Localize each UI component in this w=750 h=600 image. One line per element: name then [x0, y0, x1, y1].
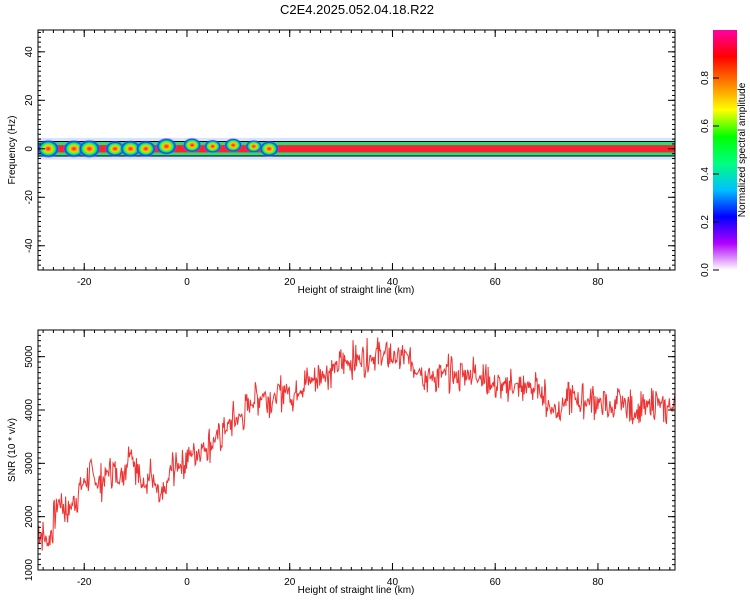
spectrogram-x-label: Height of straight line (km) [298, 285, 415, 296]
y-tick-label: -40 [24, 238, 35, 253]
y-tick-label: -20 [24, 190, 35, 205]
x-tick-label: 20 [284, 577, 296, 588]
spectral-hotspot [77, 139, 101, 159]
spectral-hotspot [119, 139, 142, 158]
y-tick-label: 2000 [24, 505, 35, 528]
colorbar-ramp [713, 30, 737, 270]
x-tick-label: -20 [77, 577, 92, 588]
x-tick-label: 80 [592, 577, 604, 588]
spectrogram-y-label: Frequency (Hz) [7, 116, 18, 185]
y-tick-label: 3000 [24, 452, 35, 475]
x-tick-label: 20 [284, 277, 296, 288]
snr-y-label: SNR (10 * v/v) [7, 418, 18, 482]
spectrogram-frame [37, 29, 676, 271]
spectral-hotspot [182, 137, 202, 153]
x-tick-label: -20 [77, 277, 92, 288]
snr-x-axis: -20 0 20 40 60 80 [42, 330, 671, 588]
x-tick-label: 80 [592, 277, 604, 288]
y-tick-label: 0 [24, 146, 35, 152]
colorbar-tick-label: 0.2 [700, 215, 711, 229]
snr-panel: -20 0 20 40 60 80 1000 2000 3000 4000 5000 Height… [7, 329, 676, 596]
spectral-hotspot [38, 139, 60, 159]
band-core [38, 145, 675, 153]
colorbar-tick-label: 0.0 [700, 263, 711, 277]
spectrogram-x-axis: -20 0 20 40 60 80 [42, 30, 671, 288]
x-tick-label: 60 [490, 277, 502, 288]
colorbar-tick-label: 0.8 [700, 71, 711, 85]
snr-y-axis: 1000 2000 3000 4000 5000 [24, 329, 675, 581]
x-tick-label: 40 [387, 277, 399, 288]
spectral-hotspot [203, 139, 222, 154]
spectral-hotspot [104, 140, 126, 157]
colorbar-label: Normalized spectral amplitude [737, 82, 748, 217]
x-tick-label: 60 [490, 577, 502, 588]
y-tick-label: 40 [24, 46, 35, 58]
x-tick-label: 0 [184, 577, 190, 588]
x-tick-label: 0 [184, 277, 190, 288]
spectral-hotspot [258, 140, 280, 157]
colorbar-ticks: 0.0 0.2 0.4 0.6 0.8 [700, 71, 719, 277]
colorbar-tick-label: 0.4 [700, 167, 711, 181]
y-tick-label: 1000 [24, 558, 35, 581]
colorbar: 0.0 0.2 0.4 0.6 0.8 Normalized spectral ampl… [700, 30, 748, 277]
y-tick-label: 20 [24, 94, 35, 106]
spectrogram-y-axis: -40 -20 0 20 40 [24, 31, 675, 271]
snr-x-label: Height of straight line (km) [298, 585, 415, 596]
snr-line [38, 337, 675, 551]
figure-title: C2E4.2025.052.04.18.R22 [280, 2, 434, 17]
colorbar-tick-label: 0.6 [700, 119, 711, 133]
y-tick-label: 4000 [24, 398, 35, 421]
snr-frame [37, 329, 676, 571]
snr-plot-area [38, 337, 675, 551]
spectral-hotspot [135, 140, 157, 158]
spectrogram-panel: -20 0 20 40 60 80 -40 -20 0 20 40 Height of strai… [7, 29, 676, 296]
spectrogram-plot-area [38, 137, 675, 160]
spectral-hotspot [155, 137, 178, 156]
spectral-hotspot [245, 139, 263, 154]
spectral-hotspot [223, 137, 243, 153]
x-tick-label: 40 [387, 577, 399, 588]
y-tick-label: 5000 [24, 345, 35, 368]
